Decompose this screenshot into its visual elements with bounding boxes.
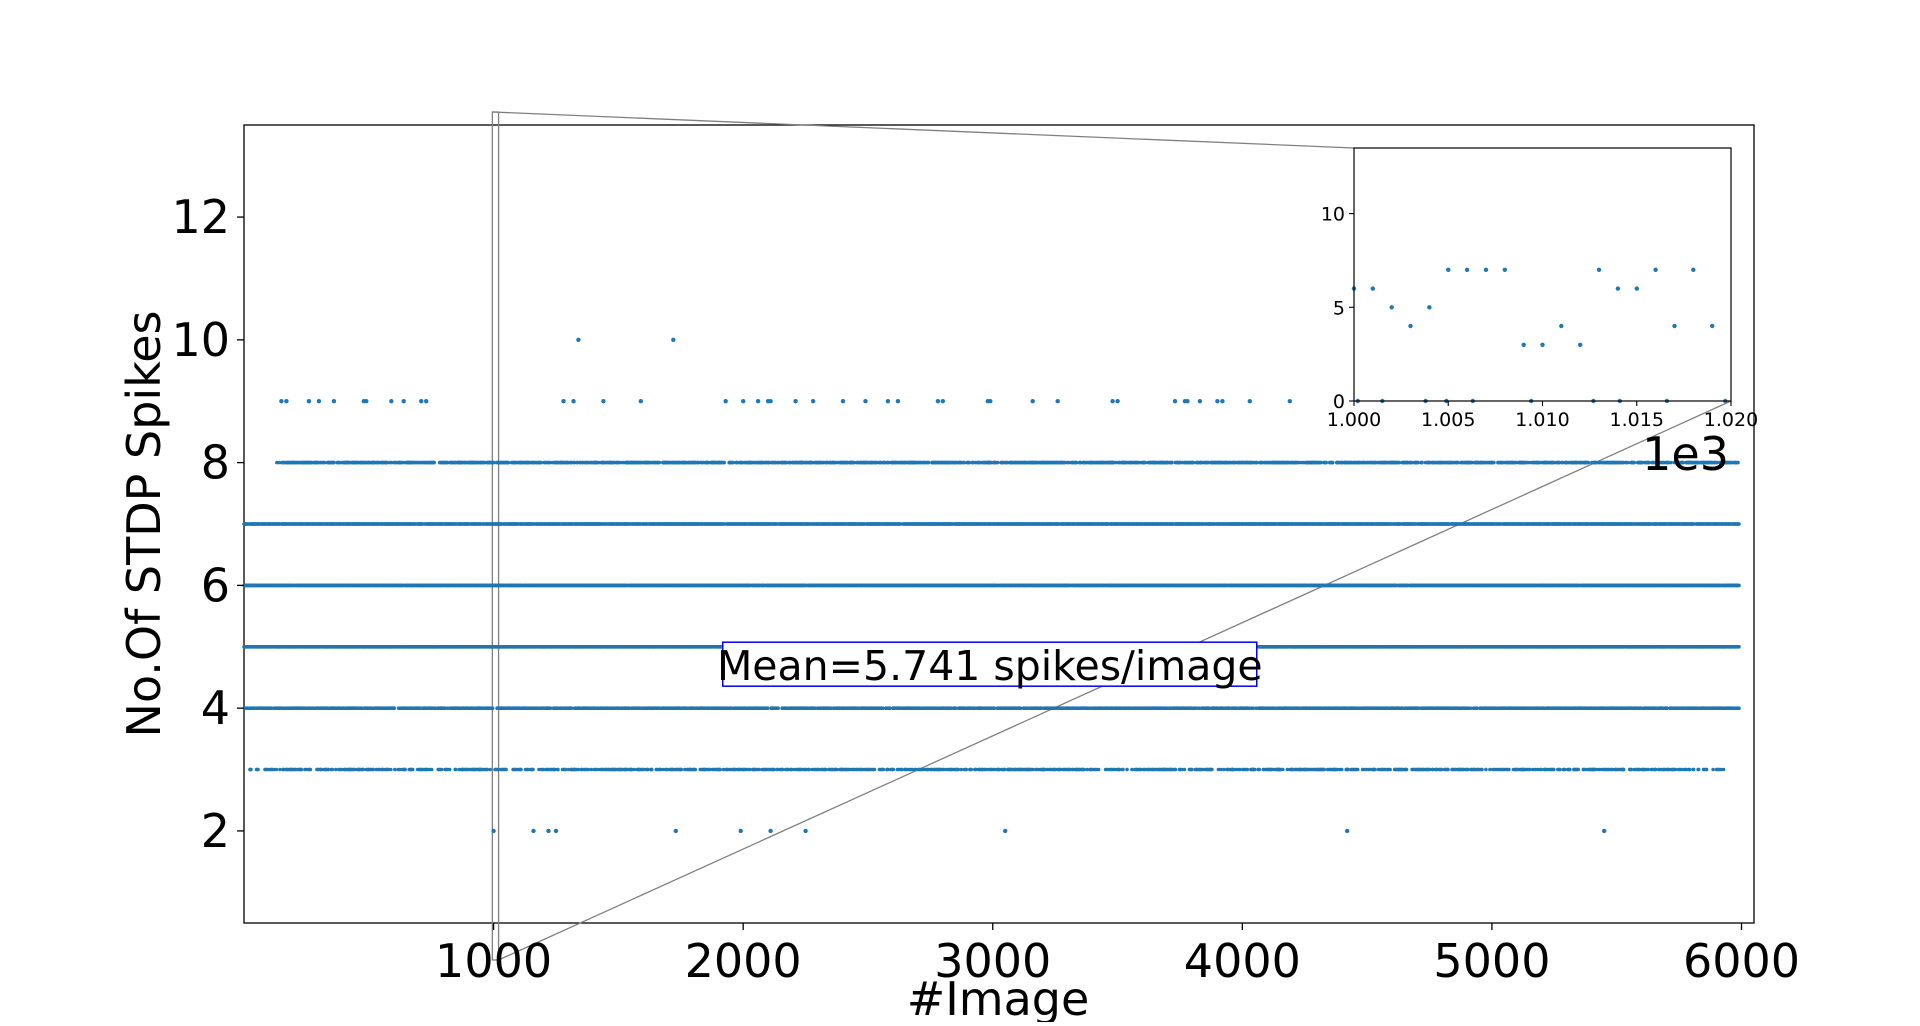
data-point: [491, 460, 496, 465]
data-point: [445, 460, 450, 465]
data-point: [1420, 460, 1424, 465]
data-point: [1586, 460, 1591, 465]
data-point: [400, 460, 405, 465]
data-point: [1736, 460, 1740, 465]
data-point: [482, 460, 487, 465]
data-point: [389, 460, 394, 465]
data-point: [926, 460, 931, 465]
data-point: [621, 460, 625, 465]
data-point: [1324, 460, 1328, 465]
data-point: [731, 460, 735, 465]
data-point: [332, 460, 336, 465]
data-point: [548, 460, 552, 465]
data-point: [657, 460, 662, 465]
data-point: [597, 460, 601, 465]
data-point: [996, 460, 1000, 465]
data-point: [1632, 460, 1636, 465]
data-point: [432, 460, 437, 465]
zoom-connector-line: [492, 111, 1355, 149]
data-point: [618, 460, 623, 465]
data-point: [277, 460, 282, 465]
data-point: [767, 460, 771, 465]
data-point: [1170, 460, 1174, 465]
data-point: [784, 460, 789, 465]
data-point: [735, 460, 739, 465]
data-point: [696, 460, 700, 465]
data-point: [1330, 460, 1335, 465]
data-point: [706, 460, 711, 465]
data-point: [385, 460, 390, 465]
data-point: [322, 460, 327, 465]
data-point: [575, 460, 580, 465]
data-point: [722, 460, 726, 465]
data-point: [539, 460, 543, 465]
data-point: [275, 460, 279, 465]
data-point: [506, 460, 511, 465]
data-point: [1737, 522, 1741, 526]
data-point: [1492, 460, 1496, 465]
